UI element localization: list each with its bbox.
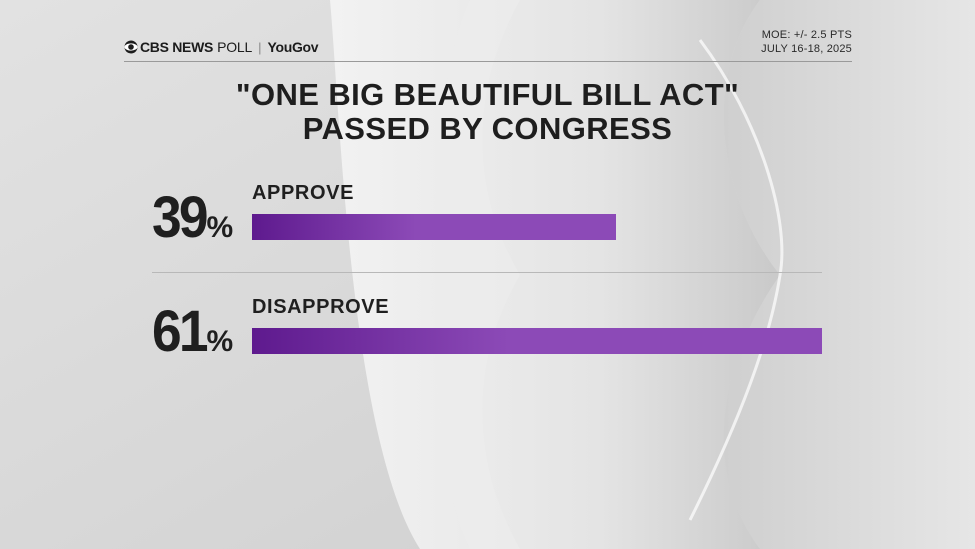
- chart-title-line-1: "ONE BIG BEAUTIFUL BILL ACT": [235, 77, 740, 112]
- margin-of-error: MOE: +/- 2.5 PTS: [761, 29, 852, 41]
- row-divider: [152, 272, 822, 273]
- value-label: 61%: [152, 298, 233, 365]
- chart-title-line-2: PASSED BY CONGRESS: [302, 111, 673, 146]
- value-label: 39%: [152, 184, 233, 251]
- brand-poll-label: POLL: [217, 39, 253, 55]
- percent-sign: %: [206, 325, 234, 358]
- header-rule: [124, 61, 852, 62]
- bar: [252, 328, 822, 354]
- value-number: 39: [152, 185, 209, 250]
- percent-sign: %: [206, 211, 234, 244]
- poll-header: CBS NEWS POLL | YouGov MOE: +/- 2.5 PTS …: [124, 29, 852, 60]
- partner-name: YouGov: [267, 39, 319, 55]
- poll-meta: MOE: +/- 2.5 PTS JULY 16-18, 2025: [761, 28, 852, 56]
- brand-separator: |: [258, 39, 262, 55]
- bar: [252, 214, 616, 240]
- category-label: APPROVE: [252, 182, 355, 204]
- poll-dates: JULY 16-18, 2025: [761, 43, 852, 55]
- brand-lockup: CBS NEWS POLL | YouGov: [124, 38, 319, 56]
- category-label: DISAPPROVE: [252, 296, 390, 318]
- cbs-eye-icon: [124, 40, 138, 54]
- brand-name: CBS NEWS: [140, 39, 214, 55]
- value-number: 61: [152, 299, 209, 364]
